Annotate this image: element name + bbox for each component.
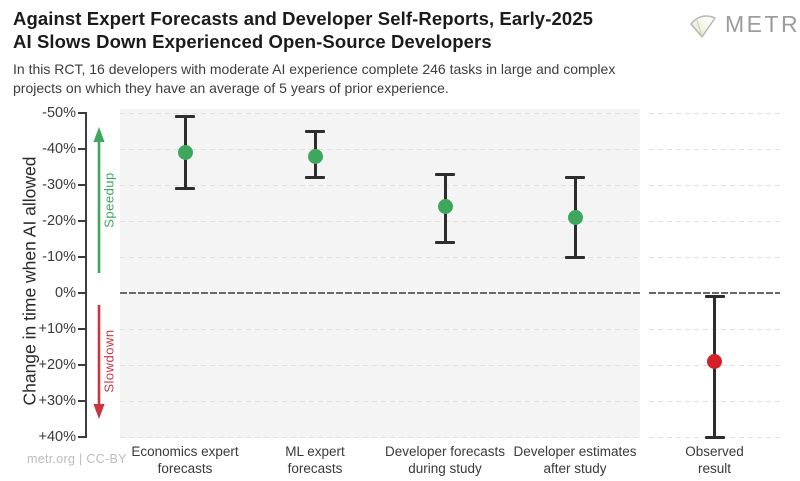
- error-cap-bottom-developer-estimates-after-study: [565, 255, 585, 259]
- speedup-label: Speedup: [101, 172, 117, 228]
- forecasts-panel: [120, 109, 640, 438]
- ytick-label: -30%: [42, 177, 76, 193]
- page-title: Against Expert Forecasts and Developer S…: [13, 7, 593, 53]
- error-cap-bottom-economics-expert-forecasts: [175, 187, 195, 191]
- metr-wordmark: METR: [725, 11, 800, 37]
- ytick-label: 0%: [55, 285, 76, 301]
- gridline-+10%: [120, 329, 640, 330]
- gridline-+30%: [120, 401, 640, 402]
- x-axis-label-line: Observed: [685, 444, 744, 459]
- error-cap-top-economics-expert-forecasts: [175, 115, 195, 119]
- metr-logo: METR: [688, 10, 798, 40]
- error-cap-top-observed-result: [704, 295, 725, 299]
- x-axis-label-line: Developer estimates: [513, 444, 637, 459]
- slowdown-label: Slowdown: [101, 329, 117, 393]
- x-axis-label-line: after study: [543, 460, 607, 476]
- x-axis-label-line: Developer forecasts: [384, 444, 506, 459]
- gridline--20%: [120, 221, 640, 222]
- data-point-developer-forecasts-during-study: [437, 199, 453, 215]
- x-axis-label-developer-estimates-after-study: Developer estimates after study: [513, 444, 636, 477]
- gridline--30%: [649, 185, 780, 186]
- y-axis-line: [85, 112, 87, 438]
- x-axis-label-ml-expert-forecasts: ML expert forecasts: [285, 444, 345, 477]
- ytick-label: -50%: [42, 105, 76, 121]
- slowdown-arrow-icon: [93, 305, 105, 419]
- ytick-mark-0%: [78, 292, 85, 294]
- ytick-label: +30%: [38, 393, 77, 409]
- x-axis-label-line: forecasts: [287, 460, 343, 476]
- error-cap-bottom-ml-expert-forecasts: [305, 176, 325, 180]
- ytick-label: -10%: [42, 249, 76, 265]
- x-axis-label-line: during study: [408, 460, 482, 476]
- data-point-ml-expert-forecasts: [307, 148, 323, 164]
- ytick-label: +10%: [38, 321, 77, 337]
- speedup-arrow-icon: [93, 127, 105, 273]
- gridline--20%: [649, 221, 780, 222]
- x-axis-label-observed-result: Observed result: [685, 444, 744, 477]
- ytick-label: -40%: [42, 141, 76, 157]
- title-line-1: Against Expert Forecasts and Developer S…: [13, 8, 594, 29]
- zero-line: [649, 292, 780, 294]
- x-axis-label-developer-forecasts-during-study: Developer forecasts during study: [385, 444, 505, 477]
- error-cap-bottom-developer-forecasts-during-study: [435, 241, 455, 245]
- ytick-mark-+30%: [78, 400, 85, 402]
- gridline--50%: [120, 113, 640, 114]
- ytick-mark--50%: [78, 112, 85, 114]
- ytick-label: +20%: [38, 357, 77, 373]
- metr-logo-icon: [690, 15, 716, 38]
- ytick-mark--10%: [78, 256, 85, 258]
- ytick-mark-+40%: [78, 436, 85, 438]
- x-axis-label-line: ML expert: [285, 444, 345, 459]
- chart-subtitle: In this RCT, 16 developers with moderate…: [13, 60, 615, 97]
- error-cap-bottom-observed-result: [704, 435, 725, 439]
- ytick-mark--30%: [78, 184, 85, 186]
- gridline--10%: [649, 257, 780, 258]
- zero-line: [120, 292, 640, 294]
- ytick-mark-+10%: [78, 328, 85, 330]
- x-axis-label-line: Economics expert: [131, 444, 239, 459]
- error-cap-top-developer-forecasts-during-study: [435, 172, 455, 176]
- data-point-developer-estimates-after-study: [567, 209, 583, 225]
- x-axis-label-economics-expert-forecasts: Economics expert forecasts: [131, 444, 238, 477]
- ytick-label: +40%: [38, 429, 77, 445]
- title-line-2: AI Slows Down Experienced Open-Source De…: [13, 31, 492, 52]
- gridline-+20%: [120, 365, 640, 366]
- x-axis-label-line: forecasts: [157, 460, 213, 476]
- credit-text: metr.org | CC-BY: [27, 452, 127, 466]
- ytick-mark--40%: [78, 148, 85, 150]
- data-point-observed-result: [707, 353, 722, 369]
- gridline-+40%: [120, 437, 640, 438]
- ytick-label: -20%: [42, 213, 76, 229]
- gridline--50%: [649, 113, 780, 114]
- ytick-mark--20%: [78, 220, 85, 222]
- x-axis-label-line: result: [697, 460, 731, 476]
- error-cap-top-ml-expert-forecasts: [305, 129, 325, 133]
- error-cap-top-developer-estimates-after-study: [565, 176, 585, 180]
- ytick-mark-+20%: [78, 364, 85, 366]
- gridline--40%: [120, 149, 640, 150]
- gridline--10%: [120, 257, 640, 258]
- subtitle-line-1: In this RCT, 16 developers with moderate…: [13, 61, 616, 77]
- gridline--30%: [120, 185, 640, 186]
- data-point-economics-expert-forecasts: [177, 145, 193, 161]
- gridline--40%: [649, 149, 780, 150]
- subtitle-line-2: projects on which they have an average o…: [13, 79, 449, 96]
